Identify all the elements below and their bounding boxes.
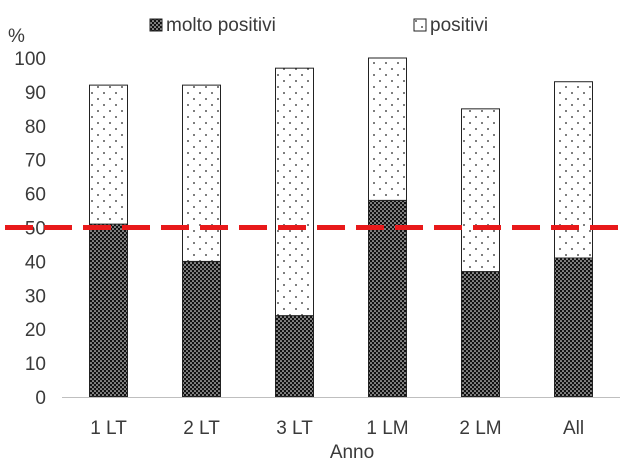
bar-positivi-1-lm (368, 57, 407, 201)
y-tick-label: 80 (25, 117, 46, 138)
y-tick-label: 10 (25, 354, 46, 375)
x-tick-label-1-lm: 1 LM (366, 418, 408, 439)
legend: molto positivi positivi (149, 15, 488, 36)
bar-molto-positivi-all (554, 257, 593, 398)
y-tick-label: 60 (25, 185, 46, 206)
bar-positivi-all (554, 81, 593, 259)
y-tick-label: 100 (14, 49, 46, 70)
bar-positivi-2-lt (182, 84, 221, 262)
legend-label-positivi: positivi (430, 15, 488, 36)
bar-positivi-2-lm (461, 108, 500, 273)
bar-molto-positivi-1-lt (89, 223, 128, 398)
x-tick-label-all: All (563, 418, 584, 439)
bar-positivi-3-lt (275, 67, 314, 317)
y-tick-label: 50 (25, 219, 46, 240)
y-tick-label: 90 (25, 83, 46, 104)
bar-molto-positivi-3-lt (275, 315, 314, 398)
y-tick-label: 20 (25, 320, 46, 341)
y-axis: 0 10 20 30 40 50 60 70 80 90 100 (14, 49, 46, 409)
bar-molto-positivi-2-lt (182, 260, 221, 398)
x-tick-label-3-lt: 3 LT (276, 418, 313, 439)
bars (89, 57, 593, 398)
y-tick-label: 30 (25, 286, 46, 307)
legend-swatch-molto-positivi (149, 18, 163, 32)
y-axis-title: % (8, 26, 25, 47)
y-tick-label: 70 (25, 151, 46, 172)
bar-molto-positivi-2-lm (461, 271, 500, 398)
bar-positivi-1-lt (89, 84, 128, 225)
x-tick-label-2-lt: 2 LT (183, 418, 220, 439)
y-tick-label: 40 (25, 252, 46, 273)
x-tick-label-1-lt: 1 LT (90, 418, 127, 439)
x-tick-label-2-lm: 2 LM (459, 418, 501, 439)
x-axis-title: Anno (330, 442, 374, 463)
x-axis: 1 LT 2 LT 3 LT 1 LM 2 LM All (90, 418, 584, 439)
legend-label-molto-positivi: molto positivi (166, 15, 276, 36)
legend-swatch-positivi (413, 18, 427, 32)
y-tick-label: 0 (35, 388, 46, 409)
